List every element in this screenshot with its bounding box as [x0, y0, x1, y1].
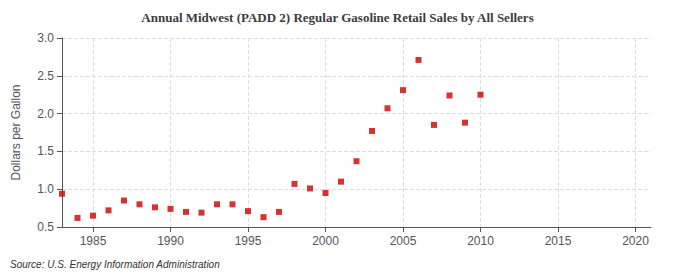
svg-text:3.0: 3.0 [37, 31, 54, 45]
svg-text:1990: 1990 [157, 234, 184, 248]
svg-text:2015: 2015 [545, 234, 572, 248]
svg-text:Source: U.S. Energy Informatio: Source: U.S. Energy Information Administ… [10, 259, 220, 270]
svg-text:1.5: 1.5 [37, 144, 54, 158]
svg-text:2.0: 2.0 [37, 107, 54, 121]
svg-text:1.0: 1.0 [37, 182, 54, 196]
svg-text:Dollars per Gallon: Dollars per Gallon [9, 84, 23, 180]
svg-text:2000: 2000 [312, 234, 339, 248]
svg-text:Annual Midwest (PADD 2) Regula: Annual Midwest (PADD 2) Regular Gasoline… [141, 10, 533, 25]
svg-text:2020: 2020 [622, 234, 649, 248]
svg-text:2005: 2005 [390, 234, 417, 248]
svg-text:0.5: 0.5 [37, 220, 54, 234]
svg-text:2.5: 2.5 [37, 69, 54, 83]
svg-text:1995: 1995 [235, 234, 262, 248]
svg-text:2010: 2010 [467, 234, 494, 248]
svg-text:1985: 1985 [80, 234, 107, 248]
